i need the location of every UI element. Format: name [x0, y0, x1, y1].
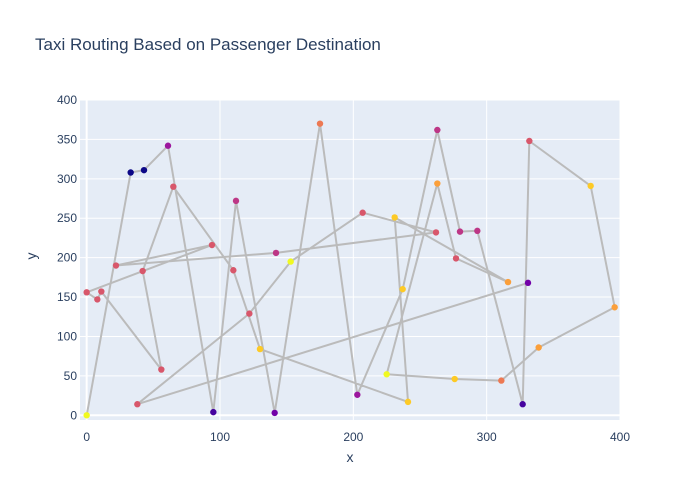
- route-point: [404, 398, 412, 406]
- route-point: [170, 183, 177, 190]
- route-point: [434, 180, 441, 187]
- route-point: [246, 310, 253, 317]
- route-point: [272, 249, 280, 257]
- route-point: [112, 262, 120, 269]
- x-tick-label: 100: [210, 430, 230, 444]
- route-point: [98, 288, 105, 295]
- y-tick-label: 150: [57, 290, 77, 304]
- route-points: [83, 120, 618, 419]
- route-point: [359, 209, 366, 216]
- y-tick-label: 50: [64, 369, 78, 383]
- y-tick-label: 400: [57, 93, 77, 107]
- x-axis-label: x: [347, 449, 354, 465]
- route-point: [504, 278, 512, 286]
- route-point: [391, 214, 398, 221]
- x-tick-label: 400: [610, 430, 630, 444]
- route-point: [354, 391, 361, 398]
- route-point: [498, 377, 505, 384]
- y-tick-label: 250: [57, 211, 77, 225]
- x-axis-ticks: 0 100 200 300 400: [83, 430, 630, 444]
- route-point: [452, 255, 460, 262]
- route-point: [127, 169, 134, 176]
- route-point: [399, 285, 406, 293]
- route-point: [83, 412, 90, 419]
- y-tick-label: 200: [57, 251, 77, 265]
- route-point: [140, 166, 148, 174]
- y-axis-ticks: 0 50 100 150 200 250 300 350 400: [57, 93, 77, 422]
- route-point: [434, 126, 441, 134]
- route-point: [432, 229, 440, 236]
- route-point: [451, 375, 458, 383]
- y-tick-label: 100: [57, 329, 77, 343]
- route-point: [83, 289, 90, 296]
- route-point: [587, 182, 594, 190]
- chart-title: Taxi Routing Based on Passenger Destinat…: [35, 35, 381, 54]
- route-point: [230, 267, 237, 274]
- route-point: [535, 344, 542, 351]
- x-tick-label: 300: [477, 430, 497, 444]
- route-point: [134, 401, 141, 408]
- route-point: [519, 401, 526, 408]
- route-point: [271, 409, 278, 417]
- route-point: [524, 279, 532, 287]
- route-point: [94, 296, 101, 303]
- route-point: [287, 258, 294, 265]
- y-axis-label: y: [23, 253, 39, 260]
- route-point: [210, 408, 217, 416]
- x-tick-label: 0: [83, 430, 90, 444]
- y-tick-label: 0: [70, 408, 77, 422]
- route-point: [474, 227, 481, 235]
- route-point: [526, 137, 533, 145]
- route-point: [139, 267, 146, 275]
- route-point: [456, 228, 464, 235]
- x-tick-label: 200: [343, 430, 363, 444]
- route-point: [232, 197, 240, 205]
- route-point: [316, 120, 324, 127]
- y-tick-label: 350: [57, 132, 77, 146]
- route-point: [164, 142, 172, 149]
- y-tick-label: 300: [57, 172, 77, 186]
- route-point: [256, 345, 264, 353]
- route-point: [611, 304, 618, 311]
- route-point: [208, 241, 216, 249]
- route-point: [158, 366, 165, 373]
- route-point: [383, 371, 390, 378]
